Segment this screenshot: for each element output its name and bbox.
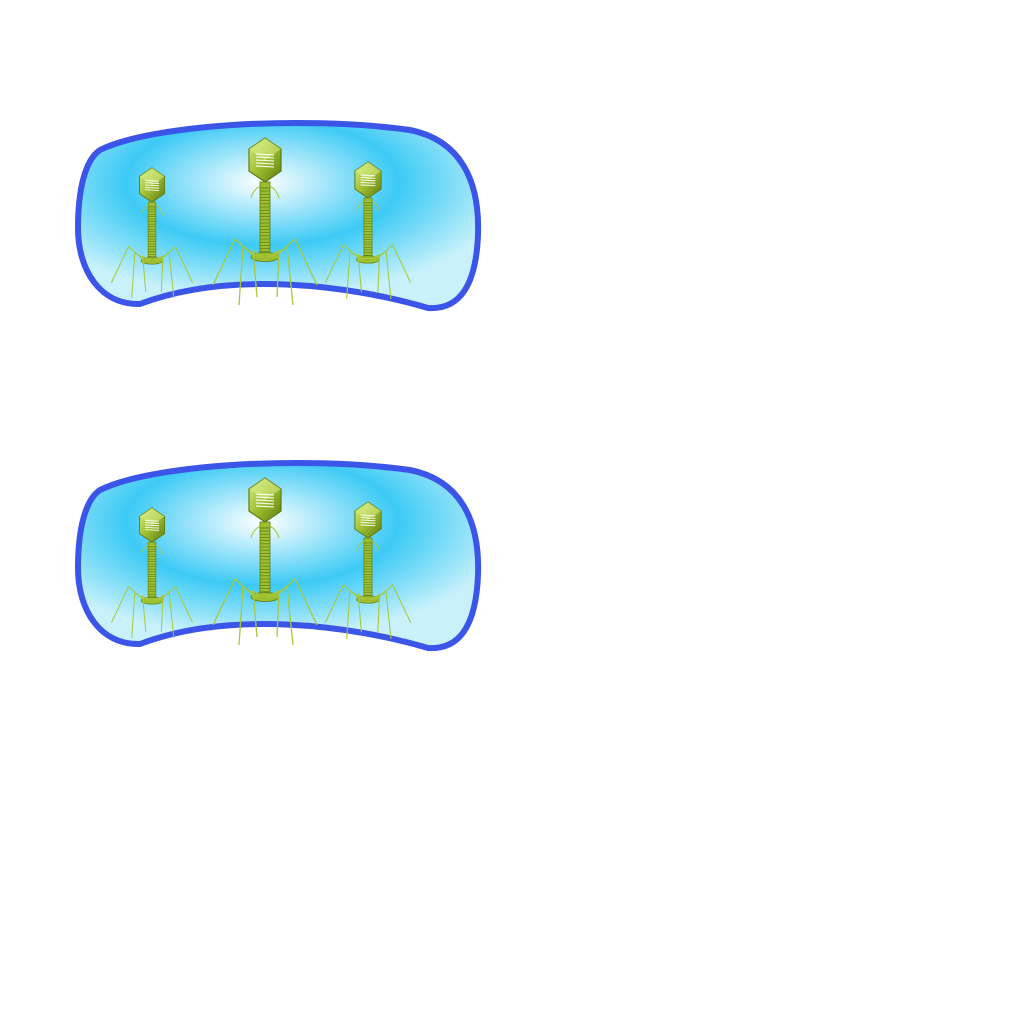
- phage-right: [324, 161, 412, 299]
- phage-tail: [363, 542, 373, 598]
- phage-tail-fibers: [324, 244, 412, 299]
- phage-tail-fibers: [212, 578, 318, 646]
- phage-center: [212, 477, 318, 646]
- phage-tail: [259, 527, 271, 595]
- phage-baseplate: [356, 595, 380, 604]
- phage-tail: [363, 202, 373, 258]
- phage-tail-fibers: [212, 238, 318, 306]
- phage-baseplate: [250, 592, 280, 602]
- phage-tail-fibers: [110, 586, 194, 639]
- bacterium-cell-top: [75, 119, 482, 312]
- phage-baseplate: [140, 256, 164, 265]
- phage-center: [212, 137, 318, 306]
- phage-baseplate: [140, 596, 164, 605]
- phage-tail-fibers: [110, 246, 194, 299]
- phage-tail: [147, 546, 157, 599]
- phage-left: [110, 507, 194, 639]
- phage-right: [324, 501, 412, 639]
- phage-baseplate: [356, 255, 380, 264]
- phage-left: [110, 167, 194, 299]
- phage-tail-fibers: [324, 584, 412, 639]
- phage-baseplate: [250, 252, 280, 262]
- phage-tail: [259, 187, 271, 255]
- bacterium-cell-bottom: [75, 459, 482, 652]
- phage-tail: [147, 206, 157, 259]
